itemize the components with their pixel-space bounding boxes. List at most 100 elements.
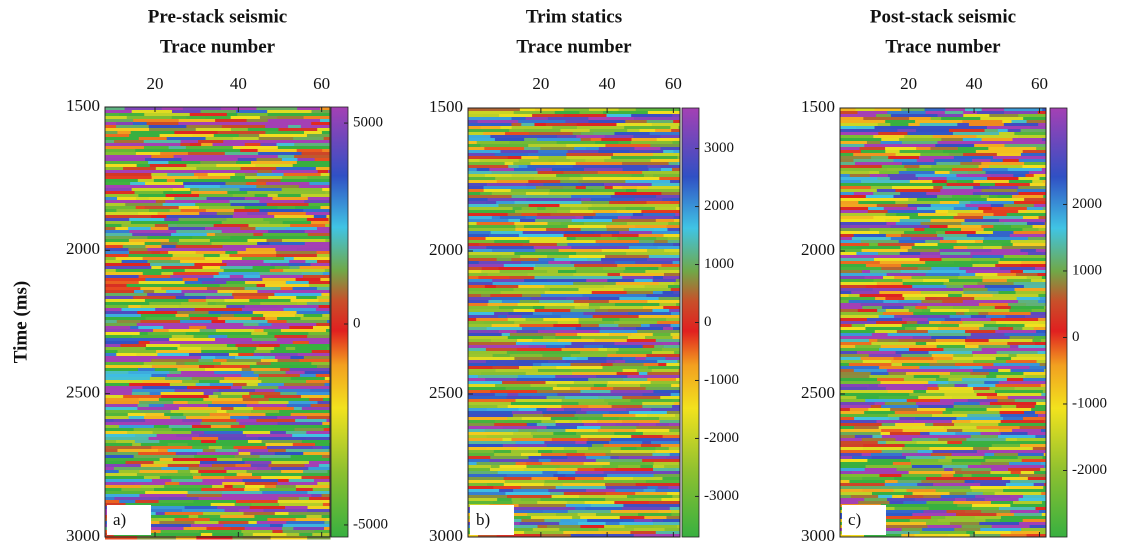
seismic-cell [234, 212, 248, 216]
seismic-cell [105, 272, 143, 276]
seismic-cell [201, 347, 238, 351]
seismic-cell [995, 384, 1041, 388]
seismic-cell [282, 188, 323, 192]
seismic-cell [267, 446, 313, 450]
seismic-cell [516, 441, 545, 445]
seismic-cell [997, 273, 1016, 277]
seismic-cell [538, 330, 561, 334]
seismic-cell [468, 396, 507, 400]
seismic-cell [248, 521, 257, 525]
seismic-cell [977, 111, 1005, 115]
y-tick-label: 2000 [801, 240, 835, 259]
seismic-cell [568, 150, 599, 154]
seismic-cell [989, 339, 1003, 343]
seismic-cell [876, 420, 914, 424]
seismic-cell [105, 248, 129, 252]
seismic-cell [1004, 111, 1038, 115]
seismic-cell [899, 138, 942, 142]
seismic-cell [931, 453, 952, 457]
seismic-cell [179, 482, 198, 486]
seismic-cell [849, 294, 860, 298]
seismic-cell [852, 324, 866, 328]
seismic-cell [1002, 243, 1014, 247]
seismic-cell [639, 234, 664, 238]
seismic-cell [278, 500, 324, 504]
y-tick-label: 1500 [66, 96, 100, 115]
seismic-cell [558, 339, 595, 343]
seismic-cell [982, 279, 1007, 283]
seismic-cell [169, 146, 187, 150]
seismic-cell [124, 242, 145, 246]
seismic-cell [513, 207, 522, 211]
colorbar-tick-label: -5000 [353, 516, 388, 532]
seismic-cell [840, 177, 878, 181]
seismic-cell [1000, 258, 1047, 262]
seismic-cell [558, 270, 577, 274]
seismic-cell [311, 404, 331, 408]
seismic-cell [183, 149, 208, 153]
seismic-cell [642, 441, 651, 445]
seismic-cell [608, 402, 643, 406]
seismic-cell [1018, 345, 1045, 349]
seismic-cell [661, 165, 681, 169]
seismic-cell [468, 465, 492, 469]
seismic-cell [577, 126, 625, 130]
seismic-cell [189, 266, 203, 270]
seismic-cell [1004, 204, 1035, 208]
seismic-cell [636, 108, 679, 112]
seismic-cell [965, 204, 991, 208]
seismic-cell [557, 210, 571, 214]
seismic-cell [167, 173, 194, 177]
seismic-cell [493, 501, 513, 505]
seismic-cell [883, 300, 899, 304]
seismic-cell [975, 240, 984, 244]
seismic-cell [993, 156, 1030, 160]
seismic-cell [105, 200, 137, 204]
seismic-cell [906, 435, 950, 439]
seismic-cell [653, 333, 671, 337]
seismic-cell [943, 237, 984, 241]
seismic-cell [511, 123, 521, 127]
seismic-cell [105, 446, 152, 450]
colorbar-tick-label: 3000 [704, 140, 734, 156]
seismic-cell [161, 287, 207, 291]
seismic-cell [192, 473, 201, 477]
seismic-cell [663, 519, 680, 523]
seismic-cell [863, 183, 909, 187]
seismic-cell [222, 446, 234, 450]
seismic-cell [191, 431, 204, 435]
seismic-cell [1023, 216, 1039, 220]
seismic-cell [924, 384, 938, 388]
seismic-cell [529, 345, 547, 349]
seismic-cell [914, 228, 925, 232]
seismic-cell [928, 330, 966, 334]
seismic-cell [986, 171, 1030, 175]
seismic-cell [105, 368, 139, 372]
seismic-cell [302, 407, 331, 411]
seismic-cell [536, 216, 576, 220]
seismic-cell [563, 171, 598, 175]
seismic-cell [282, 176, 308, 180]
seismic-cell [492, 324, 520, 328]
seismic-cell [999, 450, 1010, 454]
seismic-cell [1033, 225, 1047, 229]
seismic-cell [840, 318, 867, 322]
seismic-cell [240, 188, 283, 192]
seismic-cell [990, 402, 1037, 406]
seismic-cell [983, 492, 995, 496]
seismic-cell [588, 207, 626, 211]
seismic-cell [538, 150, 568, 154]
seismic-cell [174, 197, 207, 201]
seismic-cell [136, 152, 161, 156]
seismic-cell [561, 315, 593, 319]
seismic-cell [208, 404, 247, 408]
seismic-cell [155, 308, 195, 312]
seismic-cell [571, 342, 615, 346]
seismic-cell [1031, 279, 1043, 283]
seismic-cell [1038, 300, 1046, 304]
seismic-cell [220, 314, 234, 318]
seismic-cell [242, 170, 258, 174]
seismic-cell [284, 308, 317, 312]
seismic-cell [133, 170, 158, 174]
